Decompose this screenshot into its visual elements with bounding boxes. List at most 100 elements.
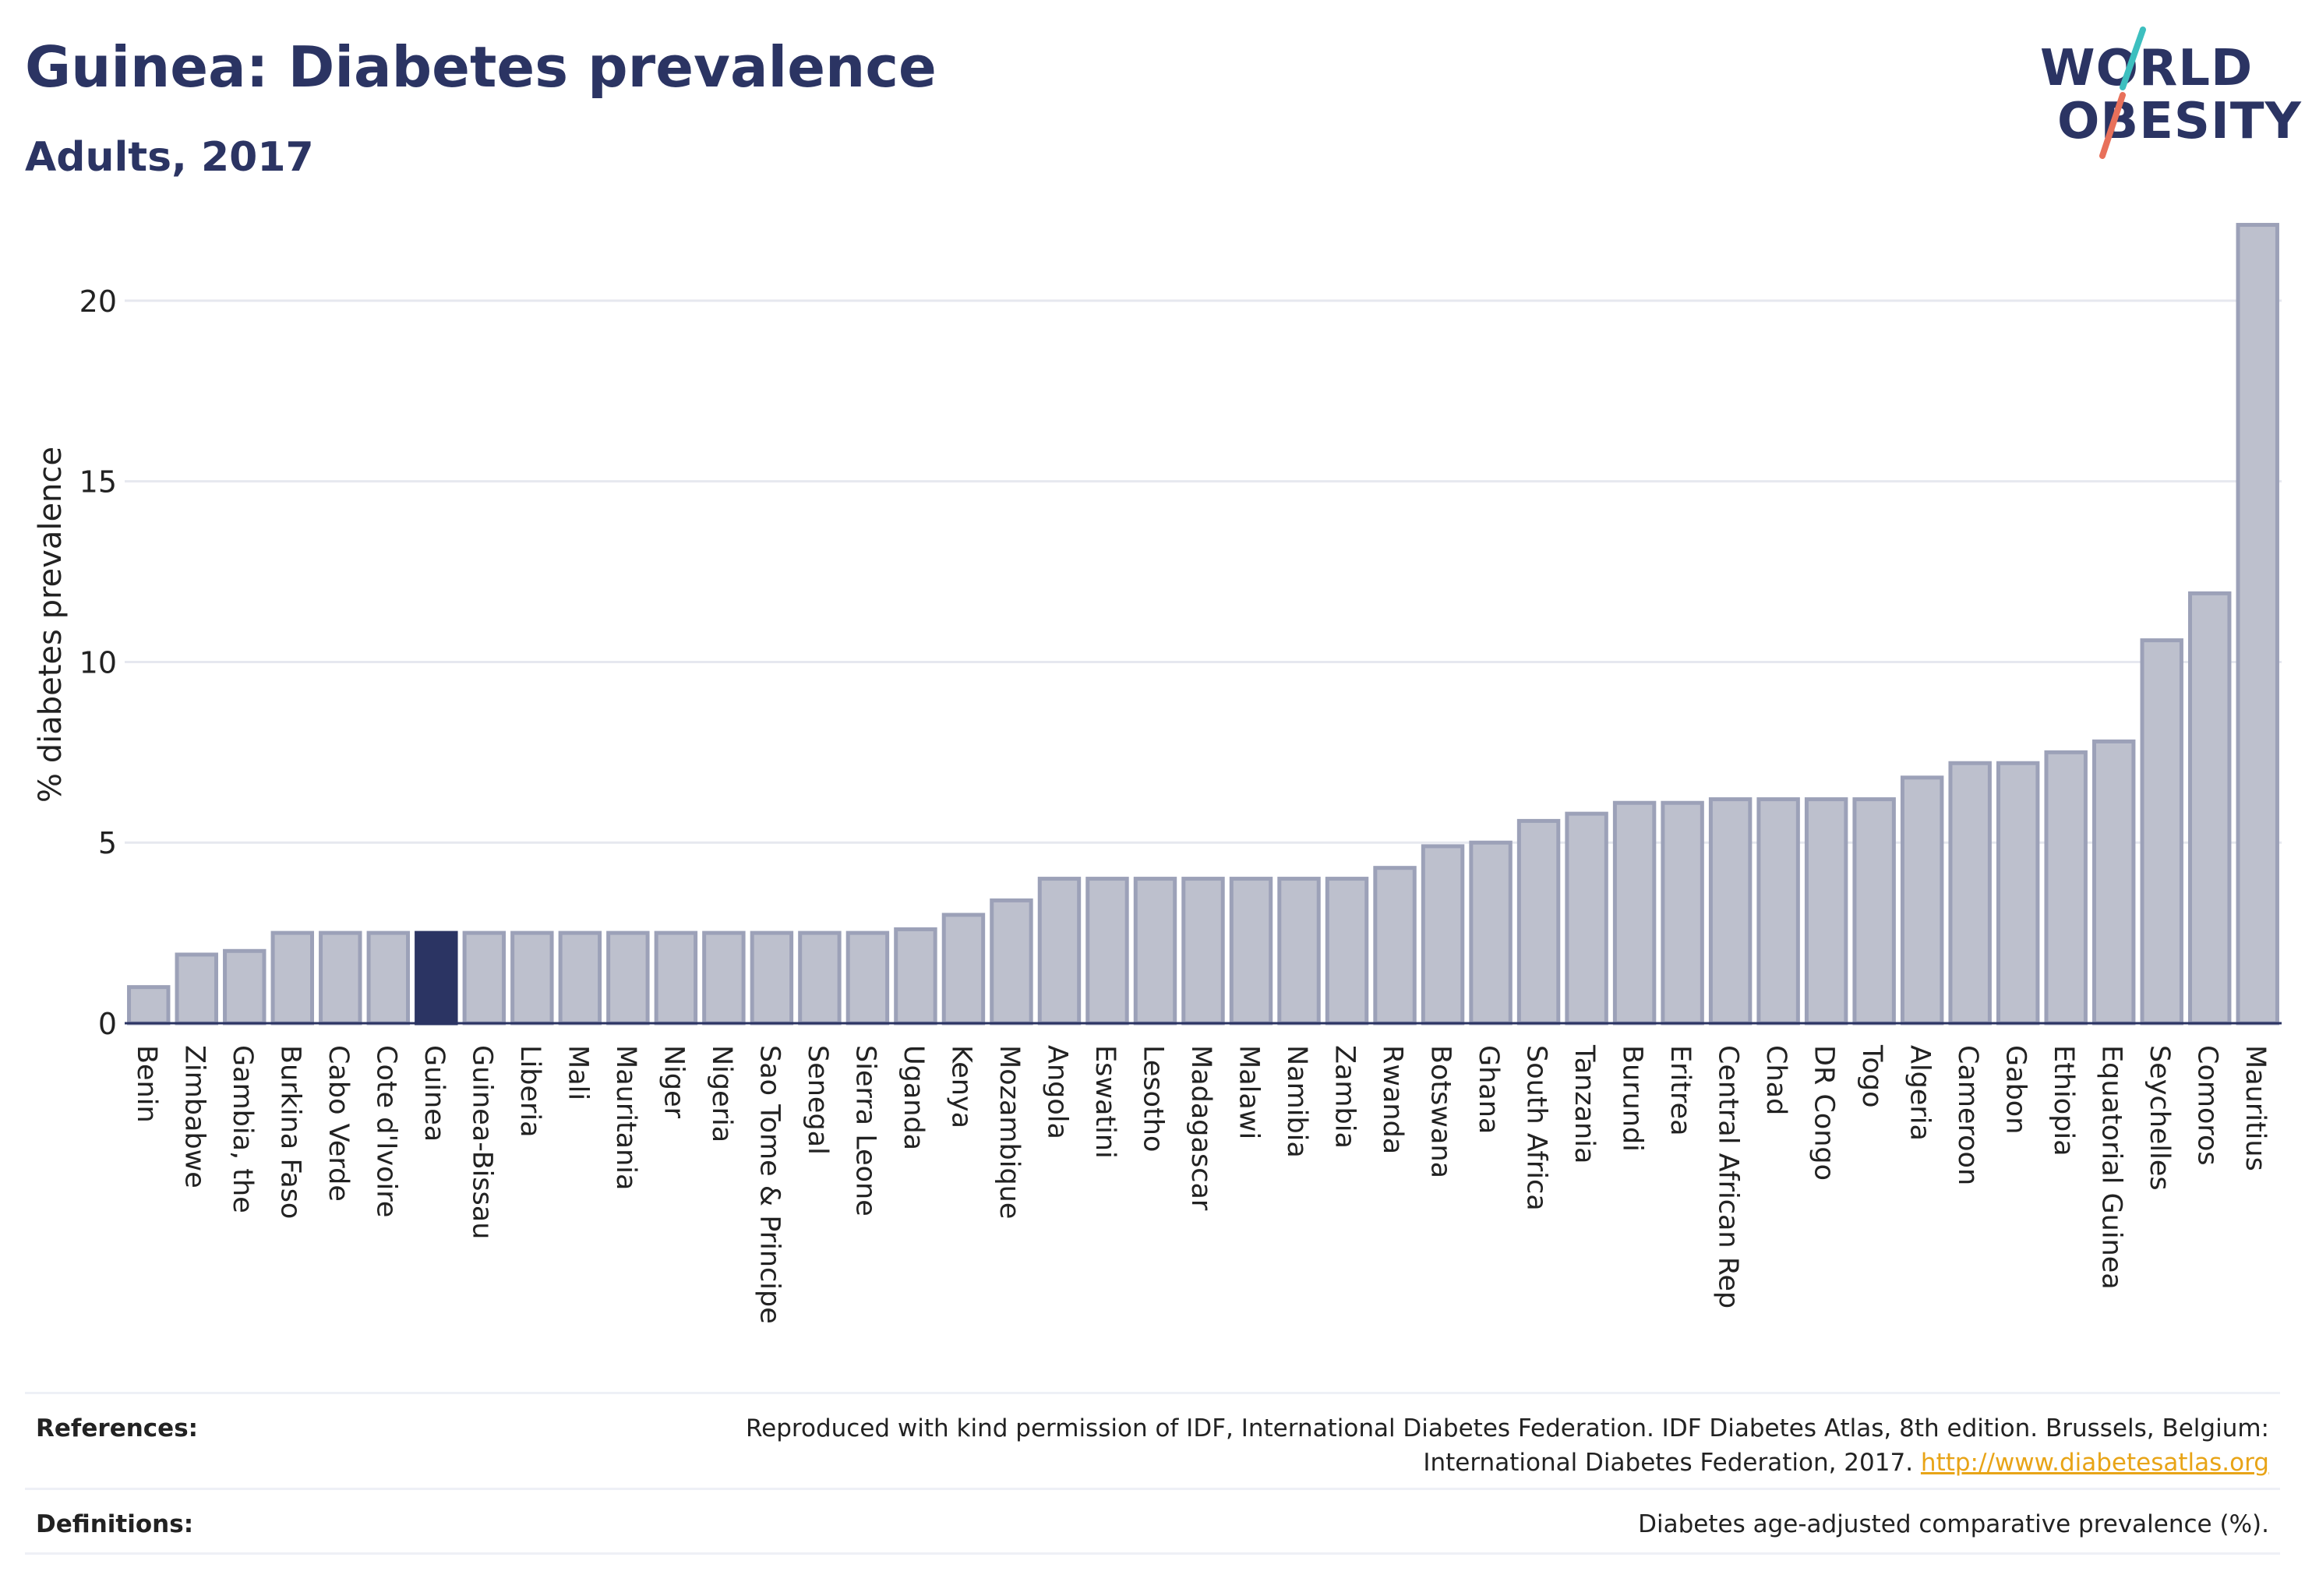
x-tick-label: Algeria bbox=[1904, 1045, 1936, 1141]
references-text: Reproduced with kind permission of IDF, … bbox=[746, 1411, 2269, 1480]
bar-seychelles bbox=[2140, 638, 2183, 1026]
x-tick-label: DR Congo bbox=[1809, 1045, 1840, 1181]
bar-sao-tome-principe bbox=[750, 930, 794, 1026]
definitions-label: Definitions: bbox=[36, 1510, 194, 1538]
bar-nigeria bbox=[702, 930, 746, 1026]
bar-rwanda bbox=[1373, 866, 1417, 1026]
bar-gabon bbox=[1996, 761, 2040, 1026]
references-label: References: bbox=[36, 1414, 199, 1442]
definitions-text: Diabetes age-adjusted comparative preval… bbox=[1638, 1510, 2269, 1538]
bar-lesotho bbox=[1133, 877, 1177, 1026]
bar-guinea-bissau bbox=[462, 930, 507, 1026]
x-tick-label: Zambia bbox=[1329, 1045, 1361, 1149]
bar-chad bbox=[1756, 797, 1800, 1026]
x-tick-label: Madagascar bbox=[1185, 1045, 1216, 1211]
bar-central-african-rep bbox=[1708, 797, 1753, 1026]
bar-benin bbox=[127, 985, 171, 1026]
y-tick-labels: 0 5 10 15 20 bbox=[79, 284, 117, 1041]
x-tick-label: Equatorial Guinea bbox=[2096, 1045, 2127, 1290]
references-line-2: International Diabetes Federation, 2017.… bbox=[746, 1446, 2269, 1480]
x-tick-label: Mali bbox=[562, 1045, 593, 1100]
x-tick-label: South Africa bbox=[1521, 1045, 1552, 1211]
x-tick-label: Rwanda bbox=[1377, 1045, 1408, 1154]
bar-eritrea bbox=[1661, 800, 1704, 1026]
bar-angola bbox=[1037, 877, 1082, 1026]
bar-burkina-faso bbox=[270, 930, 315, 1026]
bar-uganda bbox=[894, 927, 937, 1026]
bar-dr-congo bbox=[1804, 797, 1848, 1026]
bar-tanzania bbox=[1565, 811, 1608, 1026]
bar-cameroon bbox=[1948, 761, 1992, 1026]
x-tick-label: Senegal bbox=[802, 1045, 833, 1155]
x-tick-label: Tanzania bbox=[1569, 1044, 1600, 1163]
x-tick-label: Mauritius bbox=[2240, 1045, 2271, 1171]
x-tick-label: Cote d'Ivoire bbox=[370, 1045, 401, 1217]
bar-ghana bbox=[1469, 840, 1513, 1026]
references-link[interactable]: http://www.diabetesatlas.org bbox=[1920, 1449, 2269, 1477]
x-tick-label: Liberia bbox=[514, 1045, 545, 1138]
y-tick-label: 5 bbox=[98, 826, 117, 860]
bar-chart: 0 5 10 15 20 Benin Zimbabwe Gambia, the Burkina… bbox=[33, 223, 2282, 1324]
logo-slash-bottom bbox=[2099, 92, 2126, 159]
y-tick-label: 0 bbox=[98, 1007, 117, 1041]
bar-zambia bbox=[1325, 877, 1369, 1026]
bars bbox=[127, 223, 2279, 1026]
bar-gambia-the bbox=[223, 948, 267, 1026]
y-axis-label: % diabetes prevalence bbox=[33, 447, 69, 803]
logo-line-2: OBESITY bbox=[2057, 93, 2302, 150]
y-tick-label: 15 bbox=[79, 465, 117, 500]
y-tick-label: 20 bbox=[79, 284, 117, 319]
bar-cabo-verde bbox=[319, 930, 362, 1026]
x-tick-label: Mauritania bbox=[610, 1045, 641, 1190]
x-tick-label: Sao Tome & Principe bbox=[754, 1045, 785, 1324]
x-tick-label: Uganda bbox=[898, 1045, 929, 1150]
x-tick-label: Botswana bbox=[1425, 1045, 1456, 1178]
x-tick-label: Cameroon bbox=[1952, 1045, 1983, 1185]
x-tick-label: Ghana bbox=[1473, 1045, 1504, 1134]
bar-mali bbox=[558, 930, 602, 1026]
bar-guinea bbox=[415, 930, 458, 1026]
bar-eswatini bbox=[1085, 877, 1129, 1026]
logo-slash-icon bbox=[2099, 26, 2146, 159]
x-tick-label: Burundi bbox=[1617, 1045, 1648, 1152]
x-tick-label: Kenya bbox=[945, 1045, 976, 1128]
x-tick-label: Angola bbox=[1041, 1045, 1072, 1139]
x-tick-label: Zimbabwe bbox=[178, 1045, 210, 1188]
bar-togo bbox=[1852, 797, 1896, 1026]
x-tick-label: Comoros bbox=[2192, 1045, 2223, 1166]
x-tick-label: Mozambique bbox=[994, 1045, 1025, 1219]
x-tick-label: Sierra Leone bbox=[849, 1045, 881, 1216]
logo-line-1: WORLD bbox=[2040, 40, 2254, 97]
bar-niger bbox=[654, 930, 698, 1026]
x-tick-label: Ethiopia bbox=[2048, 1045, 2079, 1156]
references-line-2-text: International Diabetes Federation, 2017. bbox=[1423, 1449, 1914, 1477]
bar-mauritius bbox=[2236, 223, 2279, 1026]
x-tick-label: Burkina Faso bbox=[274, 1045, 305, 1219]
x-tick-label: Gabon bbox=[2000, 1045, 2031, 1134]
bar-madagascar bbox=[1181, 877, 1225, 1026]
logo-slash-top bbox=[2120, 26, 2146, 90]
page-subtitle: Adults, 2017 bbox=[25, 134, 314, 181]
bar-liberia bbox=[510, 930, 554, 1026]
x-tick-label: Seychelles bbox=[2144, 1045, 2175, 1191]
references-line-1: Reproduced with kind permission of IDF, … bbox=[746, 1414, 2269, 1442]
x-tick-label: Cabo Verde bbox=[323, 1045, 354, 1202]
bar-mauritania bbox=[606, 930, 650, 1026]
page-title: Guinea: Diabetes prevalence bbox=[25, 34, 937, 100]
y-tick-label: 10 bbox=[79, 645, 117, 680]
bar-mozambique bbox=[990, 898, 1033, 1026]
bar-botswana bbox=[1421, 844, 1465, 1026]
x-tick-label: Benin bbox=[131, 1045, 162, 1123]
bar-equatorial-guinea bbox=[2091, 739, 2136, 1026]
bar-sierra-leone bbox=[845, 930, 890, 1026]
x-tick-labels: Benin Zimbabwe Gambia, the Burkina Faso Cabo… bbox=[131, 1044, 2271, 1324]
bar-comoros bbox=[2188, 591, 2232, 1026]
bar-cote-d-ivoire bbox=[366, 930, 411, 1026]
x-tick-label: Eritrea bbox=[1664, 1045, 1696, 1136]
bar-kenya bbox=[941, 913, 986, 1026]
x-tick-label: Eswatini bbox=[1089, 1045, 1121, 1159]
bar-south-africa bbox=[1516, 818, 1561, 1026]
bar-malawi bbox=[1229, 877, 1273, 1026]
x-tick-label: Togo bbox=[1856, 1044, 1887, 1107]
x-tick-label: Malawi bbox=[1234, 1045, 1265, 1139]
